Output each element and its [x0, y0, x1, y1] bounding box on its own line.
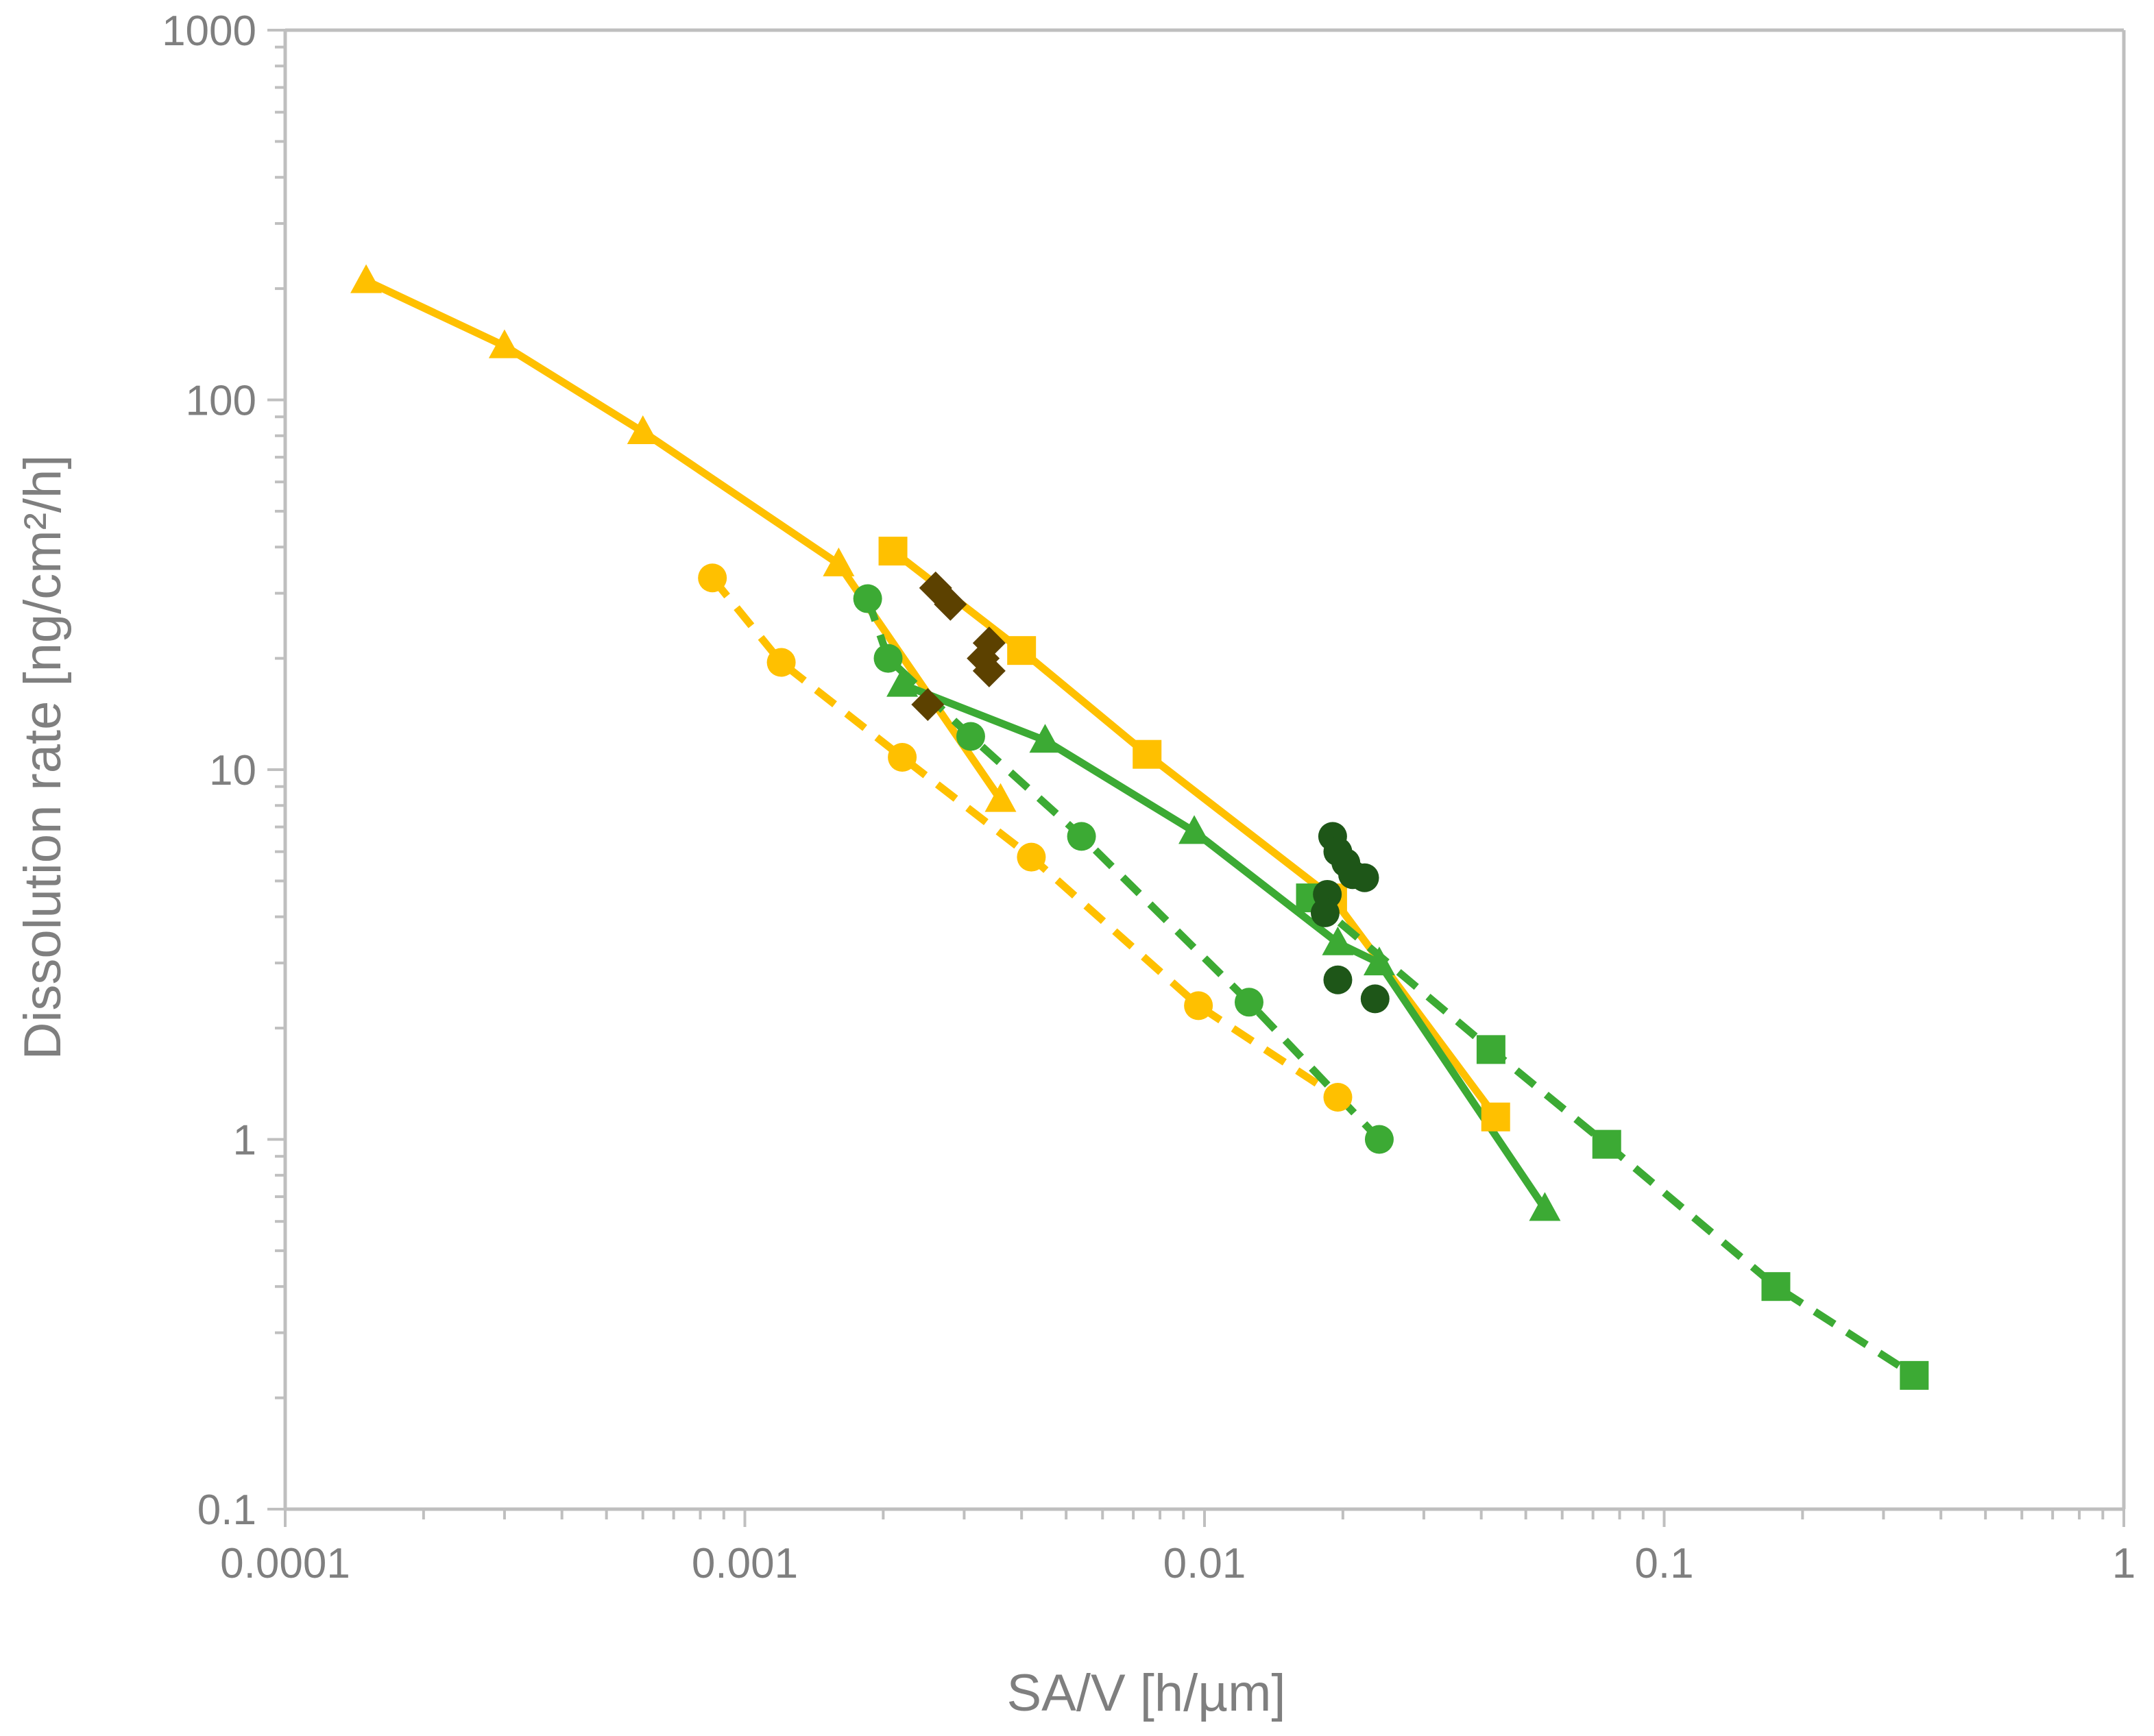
- data-point-dark-green-circles: [1360, 984, 1390, 1014]
- data-point-yellow-squares-solid: [1007, 636, 1037, 665]
- data-point-green-squares-dashed: [1900, 1360, 1929, 1390]
- data-point-green-squares-dashed: [1761, 1272, 1791, 1301]
- data-point-yellow-squares-solid: [1133, 739, 1162, 769]
- data-point-dark-green-circles: [1350, 863, 1379, 892]
- data-point-green-circles-dashed: [1234, 988, 1263, 1017]
- x-tick-label: 0.001: [692, 1540, 798, 1587]
- data-point-yellow-circles-dashed: [698, 563, 727, 593]
- axis-ticks: [267, 29, 2125, 1527]
- y-tick-label: 100: [186, 378, 256, 425]
- data-point-yellow-circles-dashed: [1184, 991, 1213, 1020]
- data-point-yellow-triangles-solid: [823, 547, 855, 576]
- data-point-green-triangles-solid: [1322, 926, 1354, 955]
- data-point-yellow-triangles-solid: [984, 783, 1017, 812]
- data-point-green-circles-dashed: [1364, 1125, 1394, 1154]
- x-tick-label: 0.1: [1634, 1540, 1693, 1587]
- x-tick-label: 1: [2112, 1540, 2135, 1587]
- y-tick-label: 1000: [162, 8, 256, 55]
- data-point-green-squares-dashed: [1592, 1129, 1621, 1159]
- x-tick-label: 0.0001: [220, 1540, 350, 1587]
- x-tick-label: 0.01: [1163, 1540, 1246, 1587]
- data-point-yellow-circles-dashed: [1017, 842, 1046, 872]
- data-point-brown-diamonds: [911, 687, 945, 721]
- axis-tick-labels: 0.0001 0.001 0.01 0.1 1 0.1 1 10 100 1000: [162, 8, 2135, 1587]
- data-point-green-triangles-solid: [1529, 1192, 1561, 1221]
- data-point-dark-green-circles: [1323, 965, 1353, 994]
- x-axis-title: SA/V [h/µm]: [1006, 1664, 1285, 1722]
- series-line-green-triangles-solid: [901, 681, 1548, 1211]
- y-tick-label: 0.1: [197, 1487, 256, 1534]
- data-point-yellow-circles-dashed: [888, 742, 917, 772]
- data-point-brown-diamonds: [934, 587, 967, 621]
- y-tick-label: 1: [233, 1117, 256, 1164]
- data-point-green-triangles-solid: [886, 668, 919, 697]
- data-point-green-triangles-solid: [1363, 946, 1395, 976]
- y-tick-label: 10: [209, 747, 256, 794]
- data-point-yellow-circles-dashed: [766, 648, 796, 677]
- data-point-yellow-triangles-solid: [488, 329, 520, 358]
- series-markers: [350, 264, 1929, 1390]
- data-point-yellow-squares-solid: [1481, 1102, 1510, 1132]
- data-point-brown-diamonds: [972, 654, 1006, 687]
- data-point-yellow-triangles-solid: [627, 415, 659, 444]
- data-point-green-circles-dashed: [853, 584, 882, 613]
- series-line-yellow-circles-dashed: [709, 575, 1340, 1101]
- data-point-dark-green-circles: [1310, 898, 1340, 927]
- data-point-yellow-squares-solid: [878, 537, 908, 566]
- data-point-green-circles-dashed: [873, 644, 903, 673]
- data-point-green-circles-dashed: [1067, 822, 1096, 851]
- data-point-green-circles-dashed: [956, 722, 985, 751]
- data-point-green-triangles-solid: [1178, 815, 1211, 844]
- data-point-yellow-triangles-solid: [350, 264, 383, 293]
- data-point-green-triangles-solid: [1029, 724, 1061, 753]
- y-axis-title: Dissolution rate [ng/cm²/h]: [14, 455, 72, 1060]
- data-point-green-squares-dashed: [1476, 1035, 1505, 1064]
- data-point-yellow-circles-dashed: [1323, 1083, 1353, 1112]
